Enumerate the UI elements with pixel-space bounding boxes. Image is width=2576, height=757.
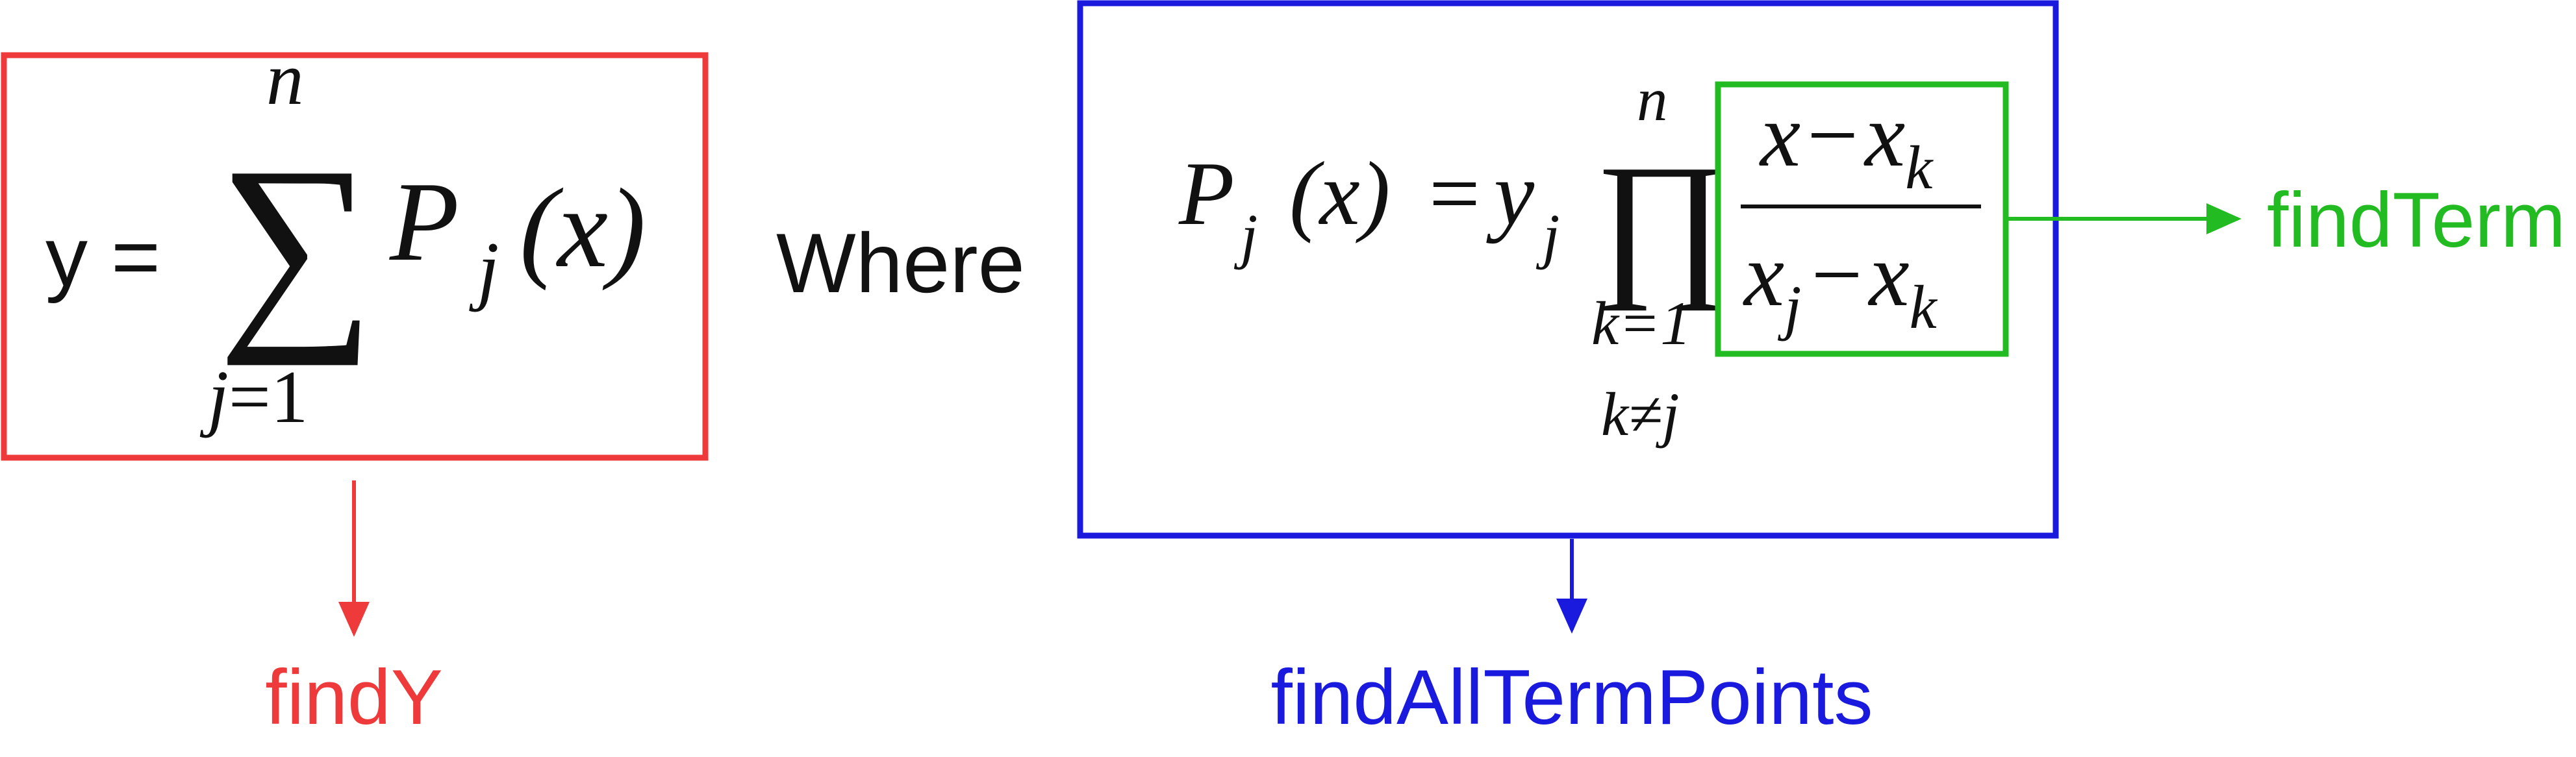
findTerm-label: findTerm	[2267, 177, 2566, 264]
where-text: Where	[776, 216, 1025, 310]
prod-upper-limit: n	[1637, 65, 1668, 134]
pj-argument: (x)	[1289, 143, 1390, 244]
findY-box	[1, 52, 709, 461]
findTerm-box	[1715, 81, 2009, 357]
sum-upper-limit: n	[266, 38, 304, 120]
pj-equals: =	[1429, 143, 1480, 244]
findY-label: findY	[265, 654, 443, 741]
term-P-subscript: j	[469, 226, 499, 312]
sum-lower-limit: j=1	[199, 356, 308, 438]
yj-subscript: j	[1535, 201, 1559, 270]
pj-P-subscript: j	[1233, 201, 1257, 270]
findAllTermPoints-label: findAllTermPoints	[1270, 654, 1873, 741]
yj-y: y	[1486, 143, 1535, 244]
sum-symbol: ∑	[218, 121, 375, 366]
findAllTermPoints-box	[1077, 0, 2059, 539]
prod-lower-limit-2: k≠j	[1601, 380, 1680, 449]
pj-P: P	[1178, 143, 1235, 244]
product-symbol: ∏	[1595, 132, 1728, 312]
prod-lower-limit-1: k=1	[1591, 289, 1691, 358]
fraction-denominator: xj −xk	[1743, 225, 1938, 341]
term-P: P	[389, 158, 459, 284]
fraction-numerator: x−xk	[1759, 85, 1934, 202]
y-equals-text: y =	[45, 209, 160, 304]
term-P-argument: (x)	[520, 165, 646, 291]
